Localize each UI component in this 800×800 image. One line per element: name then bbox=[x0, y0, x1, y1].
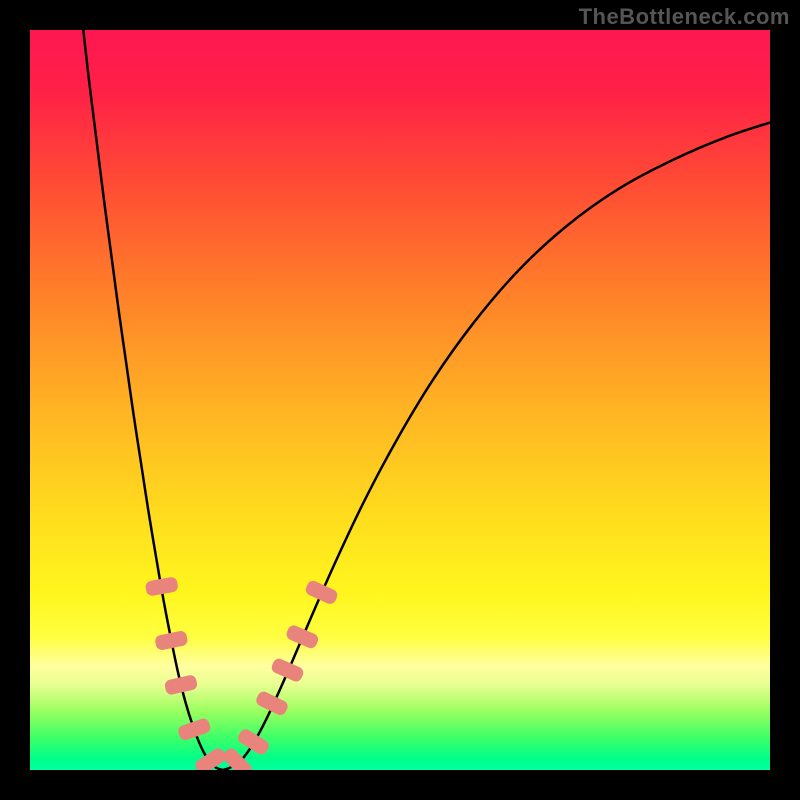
bottleneck-chart bbox=[0, 0, 800, 800]
chart-background bbox=[30, 30, 770, 770]
watermark-text: TheBottleneck.com bbox=[579, 4, 790, 30]
